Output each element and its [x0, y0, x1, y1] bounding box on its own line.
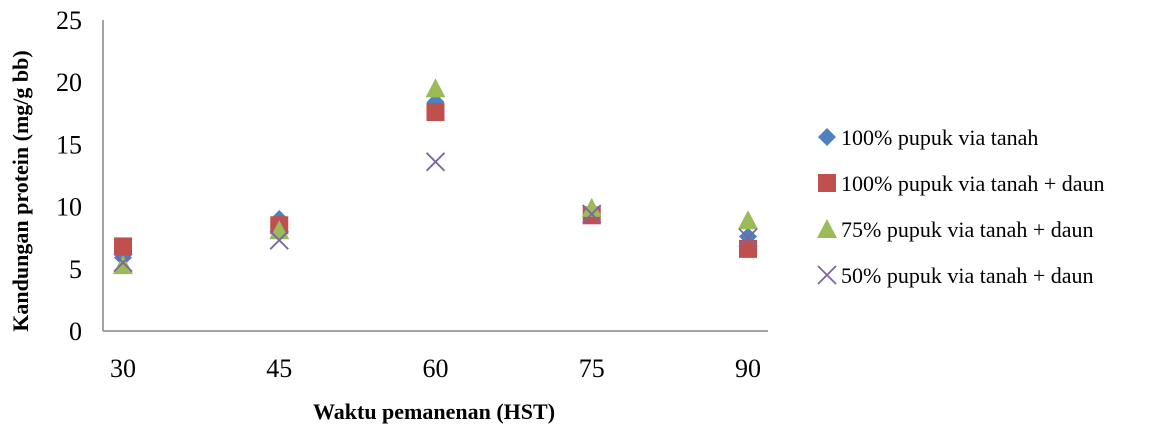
y-axis-title: Kandungan protein (mg/g bb)	[8, 50, 33, 331]
legend-label: 50% pupuk via tanah + daun	[841, 263, 1094, 288]
data-point	[582, 204, 602, 224]
legend-marker	[817, 219, 837, 238]
y-tick-label: 10	[56, 193, 82, 222]
x-tick-label: 75	[579, 354, 605, 383]
x-axis-ticks: 30 45 60 75 90	[110, 354, 761, 383]
data-point	[113, 252, 133, 273]
legend-label: 75% pupuk via tanah + daun	[841, 217, 1094, 242]
y-tick-label: 0	[69, 317, 82, 346]
x-axis-title: Waktu pemanenan (HST)	[313, 399, 555, 424]
data-markers	[113, 78, 758, 275]
legend: 100% pupuk via tanah 100% pupuk via tanah…	[817, 125, 1105, 288]
y-axis-ticks: 0 5 10 15 20 25	[56, 6, 82, 346]
data-point	[425, 152, 446, 172]
series-4	[113, 152, 758, 273]
data-point	[114, 237, 132, 256]
x-tick-label: 90	[735, 354, 761, 383]
y-tick-label: 15	[56, 130, 82, 159]
x-tick-label: 60	[423, 354, 449, 383]
legend-marker	[817, 265, 837, 285]
y-tick-label: 25	[56, 6, 82, 35]
data-point	[581, 197, 602, 217]
legend-item: 100% pupuk via tanah	[818, 125, 1038, 150]
plot-area	[102, 20, 768, 332]
legend-marker	[818, 128, 836, 146]
data-point	[738, 228, 758, 248]
legend-label: 100% pupuk via tanah	[841, 125, 1038, 150]
legend-item: 50% pupuk via tanah + daun	[817, 263, 1094, 288]
data-point	[738, 210, 758, 230]
x-tick-label: 30	[110, 354, 136, 383]
x-tick-label: 45	[266, 354, 292, 383]
data-point	[426, 103, 445, 122]
data-point	[425, 78, 446, 98]
y-tick-label: 20	[56, 68, 82, 97]
data-point	[739, 239, 757, 258]
legend-marker	[818, 174, 836, 192]
series-2	[114, 103, 757, 258]
legend-label: 100% pupuk via tanah + daun	[841, 171, 1105, 196]
data-point	[269, 230, 289, 250]
data-point	[113, 255, 133, 275]
legend-item: 75% pupuk via tanah + daun	[817, 217, 1094, 242]
y-tick-label: 5	[69, 255, 82, 284]
legend-item: 100% pupuk via tanah + daun	[818, 171, 1105, 196]
